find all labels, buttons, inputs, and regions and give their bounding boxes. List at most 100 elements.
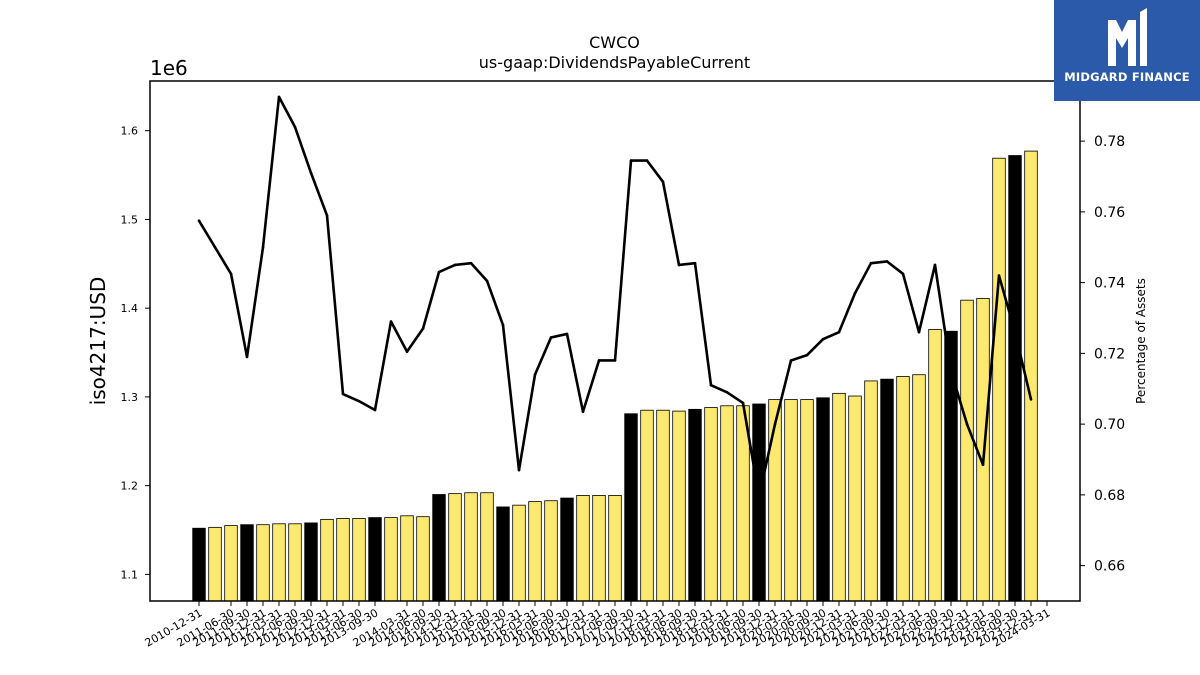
line-point-2014-09-30 (437, 270, 441, 274)
y-tick-label: 1.4 (121, 302, 139, 315)
bar-2015-09-30 (496, 506, 510, 602)
line-point-2019-06-30 (741, 401, 745, 405)
y2-tick-label: 0.76 (1094, 205, 1125, 221)
x-axis-ticks: 2010-12-312011-06-302011-09-302011-12-31… (143, 601, 1053, 650)
line-point-2012-09-30 (309, 171, 313, 175)
bar-2010-12-31 (192, 527, 206, 602)
y2-axis-ticks: 0.66 0.68 0.70 0.72 0.74 0.76 0.78 (1080, 134, 1125, 575)
bar-2011-06-30 (224, 525, 238, 602)
bar-2018-09-30 (688, 408, 702, 602)
bar-2018-12-31 (704, 407, 718, 602)
line-point-2022-12-31 (965, 422, 969, 426)
line-point-2020-03-31 (789, 359, 793, 362)
y-offset-label: 1e6 (150, 56, 188, 80)
line-point-2016-06-30 (549, 336, 553, 339)
line-point-2022-09-30 (949, 369, 953, 373)
line-point-2019-03-31 (725, 390, 729, 394)
line-point-2015-06-30 (485, 279, 489, 283)
y2-tick-label: 0.74 (1094, 276, 1125, 292)
y-tick-label: 1.2 (121, 480, 139, 493)
y-axis-ticks: 1.1 1.2 1.3 1.4 1.5 1.6 (121, 125, 150, 581)
bar-2014-06-30 (416, 516, 430, 602)
bar-2012-09-30 (304, 522, 318, 602)
y-axis-label: iso4217:USD (86, 277, 110, 406)
bar-2019-03-31 (720, 405, 734, 602)
line-point-2015-12-31 (517, 468, 521, 472)
bar-2022-06-30 (928, 329, 942, 602)
line-point-2014-12-31 (453, 263, 457, 267)
line-point-2017-06-30 (613, 359, 617, 362)
line-point-2020-09-30 (821, 337, 825, 341)
line-point-2016-03-31 (533, 373, 537, 376)
bar-2011-09-30 (240, 524, 254, 602)
bar-2019-09-30 (752, 403, 766, 602)
line-point-2015-03-31 (469, 261, 473, 265)
line-point-2021-06-30 (869, 261, 873, 265)
bar-2018-03-31 (656, 409, 670, 602)
bar-2015-06-30 (480, 492, 494, 602)
y2-axis-label: Percentage of Assets (1134, 278, 1148, 404)
line-point-2017-09-30 (629, 159, 633, 162)
line-point-2018-09-30 (693, 261, 697, 265)
line-point-2012-06-30 (293, 125, 297, 129)
line-point-2013-03-31 (341, 392, 345, 396)
line-point-2012-12-31 (325, 214, 329, 217)
line-point-2020-12-31 (837, 330, 841, 334)
bar-2021-06-30 (864, 380, 878, 602)
line-point-2011-03-31 (213, 245, 217, 249)
bar-2014-09-30 (432, 494, 446, 602)
bar-2017-12-31 (640, 409, 654, 602)
y2-tick-label: 0.66 (1094, 559, 1125, 575)
line-point-2022-06-30 (933, 263, 937, 267)
line-point-2018-12-31 (709, 383, 713, 387)
y-tick-label: 1.6 (121, 125, 139, 138)
line-point-2014-06-30 (421, 327, 425, 330)
line-point-2017-12-31 (645, 159, 649, 162)
line-point-2023-12-31 (1029, 398, 1033, 401)
line-point-2018-06-30 (677, 263, 681, 267)
line-point-2012-03-31 (277, 95, 281, 99)
line-point-2011-12-31 (261, 245, 265, 249)
bar-2012-06-30 (288, 523, 302, 602)
bar-2017-09-30 (624, 413, 638, 602)
bar-2011-03-31 (208, 526, 222, 602)
bar-2013-09-30 (368, 517, 382, 602)
bar-2012-12-31 (320, 518, 334, 602)
bar-2021-09-30 (880, 378, 894, 602)
line-point-2021-12-31 (901, 272, 905, 276)
y-tick-label: 1.1 (121, 568, 139, 581)
line-point-2023-06-30 (997, 274, 1001, 277)
bar-2022-03-31 (912, 374, 926, 602)
bar-2018-06-30 (672, 410, 686, 602)
bar-2016-06-30 (544, 500, 558, 602)
bar-2016-03-31 (528, 501, 542, 602)
line-point-2015-09-30 (501, 323, 505, 327)
line-point-2023-09-30 (1013, 330, 1017, 334)
bar-2014-03-31 (400, 515, 414, 602)
line-point-2018-03-31 (661, 180, 665, 184)
chart-subtitle: us-gaap:DividendsPayableCurrent (479, 53, 750, 72)
bar-2023-06-30 (992, 157, 1006, 602)
bar-2020-09-30 (816, 397, 830, 602)
line-point-2014-03-31 (405, 350, 409, 353)
y2-tick-label: 0.72 (1094, 346, 1125, 362)
line-point-2020-06-30 (805, 353, 809, 357)
bar-2022-12-31 (960, 299, 974, 602)
line-point-2023-03-31 (981, 463, 985, 467)
line-point-2016-12-31 (581, 410, 585, 414)
bar-2020-06-30 (800, 399, 814, 602)
bar-2013-06-30 (352, 518, 366, 602)
bar-2015-03-31 (464, 492, 478, 602)
line-point-2013-12-31 (389, 320, 393, 323)
line-point-2019-09-30 (757, 495, 761, 498)
line-point-2010-12-31 (197, 219, 201, 223)
bar-2020-12-31 (832, 392, 846, 602)
line-point-2011-09-30 (245, 355, 249, 359)
line-point-2021-09-30 (885, 260, 889, 263)
bar-2017-03-31 (592, 494, 606, 602)
y-tick-label: 1.3 (121, 391, 139, 404)
line-point-2017-03-31 (597, 359, 601, 362)
line-point-2021-03-31 (853, 291, 857, 295)
bar-2016-12-31 (576, 494, 590, 602)
bar-2015-12-31 (512, 504, 526, 602)
